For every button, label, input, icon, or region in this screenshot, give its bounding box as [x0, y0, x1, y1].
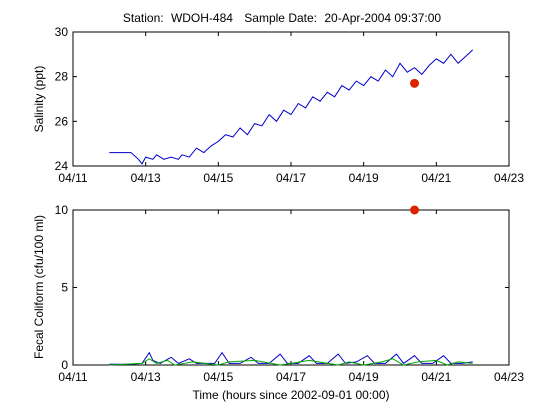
- fecal-y-axis-label: Fecal Coliform (cfu/100 ml): [32, 215, 46, 359]
- salinity-x-tick-label: 04/11: [58, 171, 87, 185]
- fecal-series: [109, 205, 473, 366]
- x-axis-label: Time (hours since 2002-09-01 00:00): [193, 388, 390, 402]
- fecal-x-tick-label: 04/15: [203, 370, 233, 384]
- salinity-x-tick-label: 04/13: [131, 171, 161, 185]
- fecal-axes-box: [72, 209, 510, 366]
- salinity-y-tick-label: 28: [55, 70, 69, 84]
- salinity-x-tick-label: 04/17: [276, 171, 306, 185]
- salinity-x-ticks: 04/11 04/13 04/15 04/17 04/19 04/21 04/23: [58, 32, 524, 185]
- fecal-x-tick-label: 04/19: [349, 370, 379, 384]
- fecal-y-tick-label: 0: [61, 358, 68, 372]
- station-id: WDOH-484: [171, 11, 233, 25]
- fecal-x-ticks: 04/11 04/13 04/15 04/17 04/19 04/21 04/23: [58, 210, 524, 384]
- salinity-series: [109, 49, 474, 165]
- fecal-x-tick-label: 04/11: [58, 370, 87, 384]
- salinity-y-tick-label: 24: [55, 159, 69, 173]
- fecal-x-tick-label: 04/21: [421, 370, 451, 384]
- fecal-y-tick-label: 10: [55, 203, 69, 217]
- salinity-axes-box: [72, 31, 510, 167]
- salinity-sample-point: [410, 78, 420, 88]
- salinity-panel: 04/11 04/13 04/15 04/17 04/19 04/21 04/23 24 26…: [32, 25, 524, 185]
- salinity-x-tick-label: 04/23: [494, 171, 524, 185]
- fecal-line-series-0: [109, 351, 473, 365]
- salinity-y-tick-label: 30: [55, 25, 69, 39]
- salinity-line-series-0: [109, 49, 474, 165]
- salinity-x-tick-label: 04/21: [421, 171, 451, 185]
- fecal-coliform-panel: 04/11 04/13 04/15 04/17 04/19 04/21 04/23 0 5 10…: [32, 203, 524, 402]
- salinity-y-tick-label: 26: [55, 114, 69, 128]
- salinity-x-tick-label: 04/19: [349, 171, 379, 185]
- fecal-sample-point: [410, 205, 420, 215]
- fecal-y-tick-label: 5: [61, 281, 68, 295]
- sample-date-value: 20-Apr-2004 09:37:00: [324, 11, 441, 25]
- salinity-y-ticks: 24 26 28 30: [55, 25, 509, 173]
- sample-date-label: Sample Date:: [244, 11, 317, 25]
- fecal-line-series-1: [109, 358, 473, 366]
- fecal-y-ticks: 0 5 10: [55, 203, 509, 372]
- salinity-y-axis-label: Salinity (ppt): [32, 66, 46, 133]
- fecal-x-tick-label: 04/23: [494, 370, 524, 384]
- fecal-x-tick-label: 04/17: [276, 370, 306, 384]
- figure-title: Station: WDOH-484 Sample Date: 20-Apr-20…: [123, 11, 442, 25]
- fecal-x-tick-label: 04/13: [131, 370, 161, 384]
- station-label: Station:: [123, 11, 164, 25]
- salinity-x-tick-label: 04/15: [203, 171, 233, 185]
